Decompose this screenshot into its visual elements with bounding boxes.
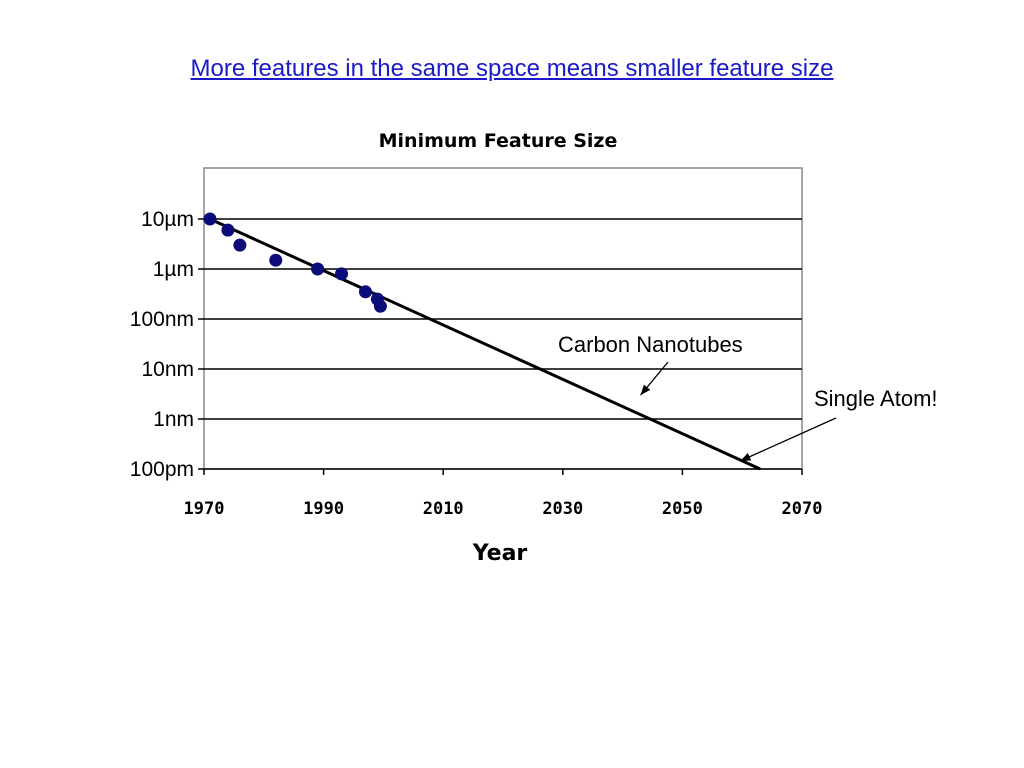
x-tick-label: 2070	[782, 499, 823, 519]
x-tick-label: 2030	[542, 499, 583, 519]
y-tick-label: 10nm	[141, 358, 194, 381]
x-tick-label: 2010	[423, 499, 464, 519]
trend-line	[209, 217, 761, 471]
chart-title: Minimum Feature Size	[379, 130, 618, 152]
x-axis-label: Year	[472, 541, 528, 566]
y-tick-label: 100pm	[130, 458, 194, 481]
x-tick-label: 2050	[662, 499, 703, 519]
data-point	[203, 212, 217, 226]
data-point	[335, 267, 349, 281]
data-point	[233, 238, 247, 252]
data-point	[221, 223, 235, 237]
carbon-nanotubes-arrow	[640, 361, 669, 396]
slide-title-link[interactable]: More features in the same space means sm…	[190, 55, 834, 82]
data-point	[311, 262, 325, 276]
single-atom-arrow	[739, 417, 837, 462]
annotation-carbon-nanotubes: Carbon Nanotubes	[558, 332, 743, 357]
data-point	[269, 253, 283, 267]
annotation-single-atom: Single Atom!	[814, 386, 938, 411]
y-tick-label: 100nm	[130, 308, 194, 331]
data-point	[358, 285, 372, 299]
y-tick-label: 10µm	[141, 208, 194, 231]
x-tick-label: 1970	[184, 499, 225, 519]
x-tick-label: 1990	[303, 499, 344, 519]
y-tick-label: 1µm	[153, 258, 194, 281]
y-tick-label: 1nm	[153, 408, 194, 431]
data-point	[373, 299, 387, 313]
